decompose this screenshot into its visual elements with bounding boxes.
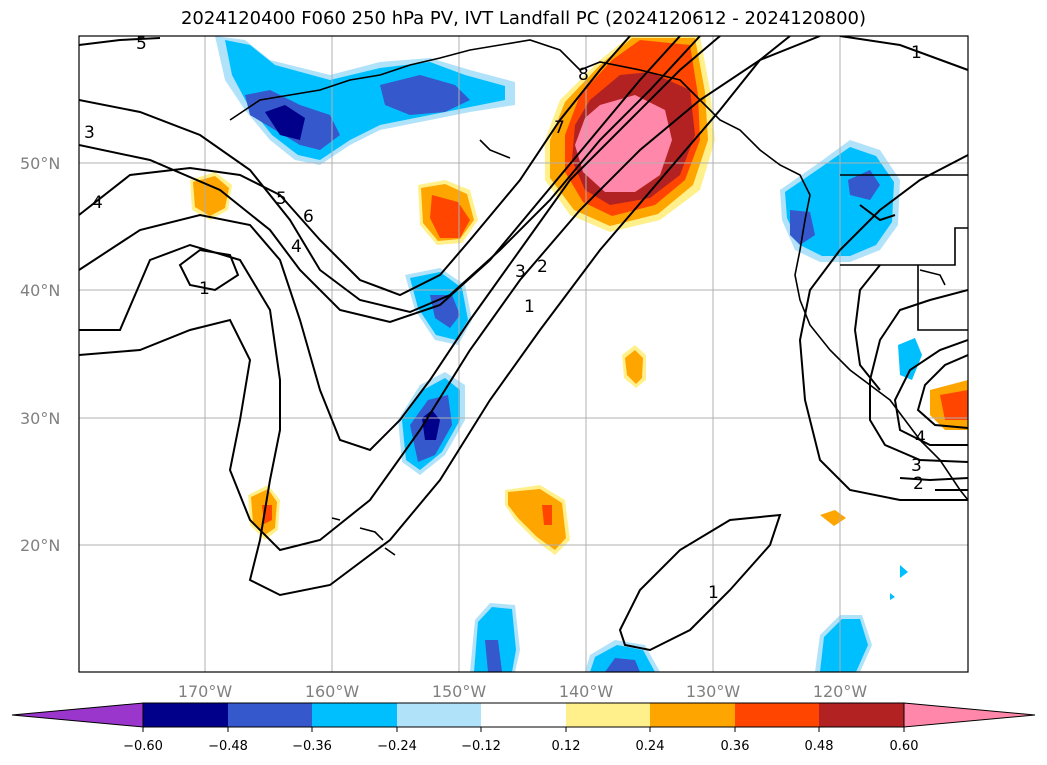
colorbar-tick-label: −0.24 — [377, 739, 417, 754]
colorbar-tick-label: −0.36 — [292, 739, 332, 754]
colorbar-tick-label: 0.36 — [721, 739, 750, 754]
lat-label: 40°N — [20, 281, 60, 300]
contour-label: 5 — [276, 189, 287, 209]
colorbar-segment — [735, 703, 819, 727]
map-plot-area: 5 3 4 1 5 6 4 3 2 1 8 7 1 1 3 2 4 — [79, 34, 968, 672]
colorbar-segment — [566, 703, 650, 727]
contour-label: 4 — [92, 193, 103, 213]
lat-label: 30°N — [20, 409, 60, 428]
colorbar-extend-low — [11, 702, 144, 728]
contour-label: 3 — [84, 123, 95, 143]
lon-label: 120°W — [813, 682, 868, 701]
colorbar-segment — [481, 703, 566, 727]
contour-labels: 5 3 4 1 5 6 4 3 2 1 8 7 1 1 3 2 4 — [84, 34, 926, 603]
longitude-labels: 170°W 160°W 150°W 140°W 130°W 120°W — [178, 682, 868, 701]
contour-label: 3 — [515, 262, 526, 282]
contour-label: 1 — [199, 279, 210, 299]
colorbar: −0.60 −0.48 −0.36 −0.24 −0.12 0.12 0.24 … — [11, 702, 1036, 754]
colorbar-segment — [312, 703, 397, 727]
contour-label: 6 — [303, 207, 314, 227]
contour-label: 2 — [537, 257, 548, 277]
contour-label: 2 — [913, 474, 924, 494]
colorbar-segment — [650, 703, 735, 727]
contour-label: 8 — [578, 65, 589, 85]
lon-label: 150°W — [432, 682, 487, 701]
colorbar-tick-label: 0.60 — [890, 739, 919, 754]
latitude-labels: 50°N 40°N 30°N 20°N — [20, 154, 60, 555]
grid-lines — [79, 36, 968, 672]
lon-label: 140°W — [559, 682, 614, 701]
colorbar-tick-label: 0.24 — [636, 739, 665, 754]
lon-label: 170°W — [178, 682, 233, 701]
colorbar-segment — [228, 703, 312, 727]
colorbar-tick-label: 0.48 — [805, 739, 834, 754]
pv-contours — [79, 36, 968, 652]
contour-label: 4 — [915, 428, 926, 448]
colorbar-segment — [143, 703, 228, 727]
contour-label: 3 — [911, 456, 922, 476]
colorbar-tick-label: −0.60 — [123, 739, 163, 754]
colorbar-tick-label: −0.48 — [208, 739, 248, 754]
lon-label: 130°W — [686, 682, 741, 701]
contour-label: 1 — [524, 297, 535, 317]
lat-label: 50°N — [20, 154, 60, 173]
colorbar-segment — [819, 703, 904, 727]
contour-label: 1 — [911, 43, 922, 63]
colorbar-tick-label: 0.12 — [552, 739, 581, 754]
colorbar-extend-high — [903, 702, 1036, 728]
lon-label: 160°W — [305, 682, 360, 701]
map-frame — [78, 35, 969, 673]
colorbar-tick-label: −0.12 — [461, 739, 501, 754]
contour-label: 1 — [708, 583, 719, 603]
map-title: 2024120400 F060 250 hPa PV, IVT Landfall… — [180, 8, 867, 29]
contour-label: 7 — [554, 118, 565, 138]
contour-label: 4 — [291, 237, 302, 257]
contour-label: 5 — [136, 34, 147, 54]
colorbar-segment — [397, 703, 481, 727]
lat-label: 20°N — [20, 536, 60, 555]
